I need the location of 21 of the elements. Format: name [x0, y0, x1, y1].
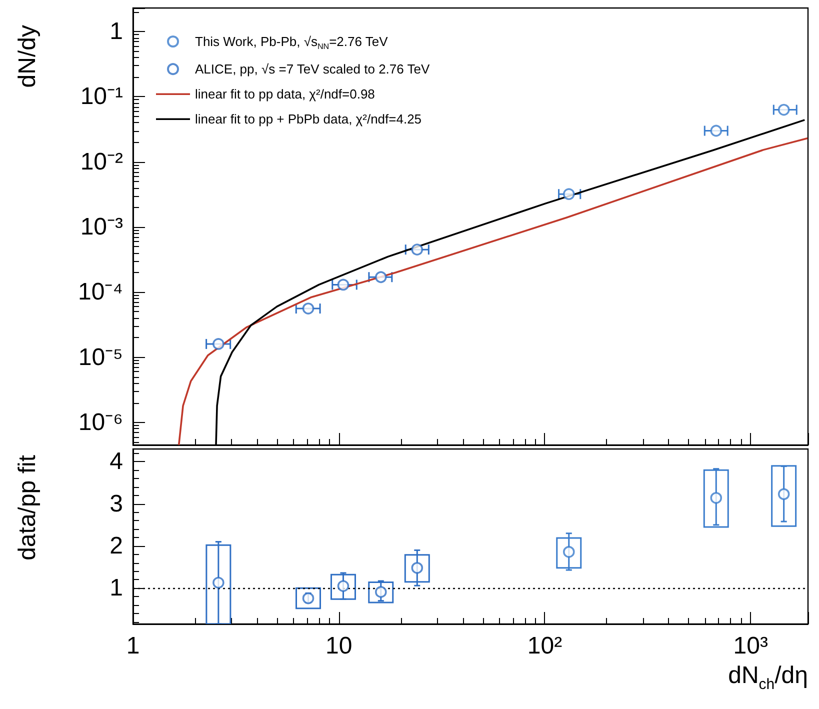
y-axis-title: dN/dy [14, 25, 42, 90]
y-tick-label: 3 [110, 490, 123, 518]
x-tick-label: 10² [527, 632, 562, 660]
y-tick-label: 4 [110, 448, 123, 476]
y-tick-label: 10⁻⁴ [78, 278, 123, 306]
legend-label: linear fit to pp data, χ²/ndf=0.98 [195, 86, 375, 102]
y-tick-label: 10⁻⁵ [78, 344, 123, 371]
legend-label: linear fit to pp + PbPb data, χ²/ndf=4.25 [195, 112, 422, 127]
x-axis-title: dN$_{ch}$/dη [728, 662, 808, 693]
y-tick-label: 10⁻² [80, 148, 124, 176]
y-axis-title: data/pp fit [14, 455, 42, 562]
y-tick-label: 1 [110, 18, 123, 46]
x-tick-label: 10 [326, 632, 352, 660]
y-tick-label: 10⁻³ [80, 213, 124, 240]
y-tick-label: 1 [110, 574, 123, 602]
legend-label: ALICE, pp, √s =7 TeV scaled to 2.76 TeV [195, 62, 430, 77]
x-tick-label: 10³ [733, 632, 768, 660]
x-tick-label: 1 [126, 632, 140, 660]
y-tick-label: 2 [110, 532, 123, 560]
y-tick-label: 10⁻¹ [80, 83, 124, 110]
y-tick-label: 10⁻⁶ [78, 408, 123, 436]
